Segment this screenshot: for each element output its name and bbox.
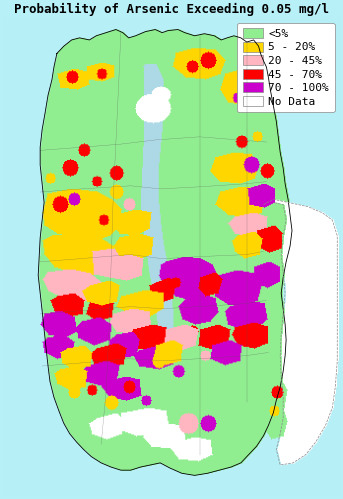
Title: Probability of Arsenic Exceeding 0.05 mg/l: Probability of Arsenic Exceeding 0.05 mg… <box>14 3 329 16</box>
Legend: <5%, 5 - 20%, 20 - 45%, 45 - 70%, 70 - 100%, No Data: <5%, 5 - 20%, 20 - 45%, 45 - 70%, 70 - 1… <box>237 22 335 112</box>
